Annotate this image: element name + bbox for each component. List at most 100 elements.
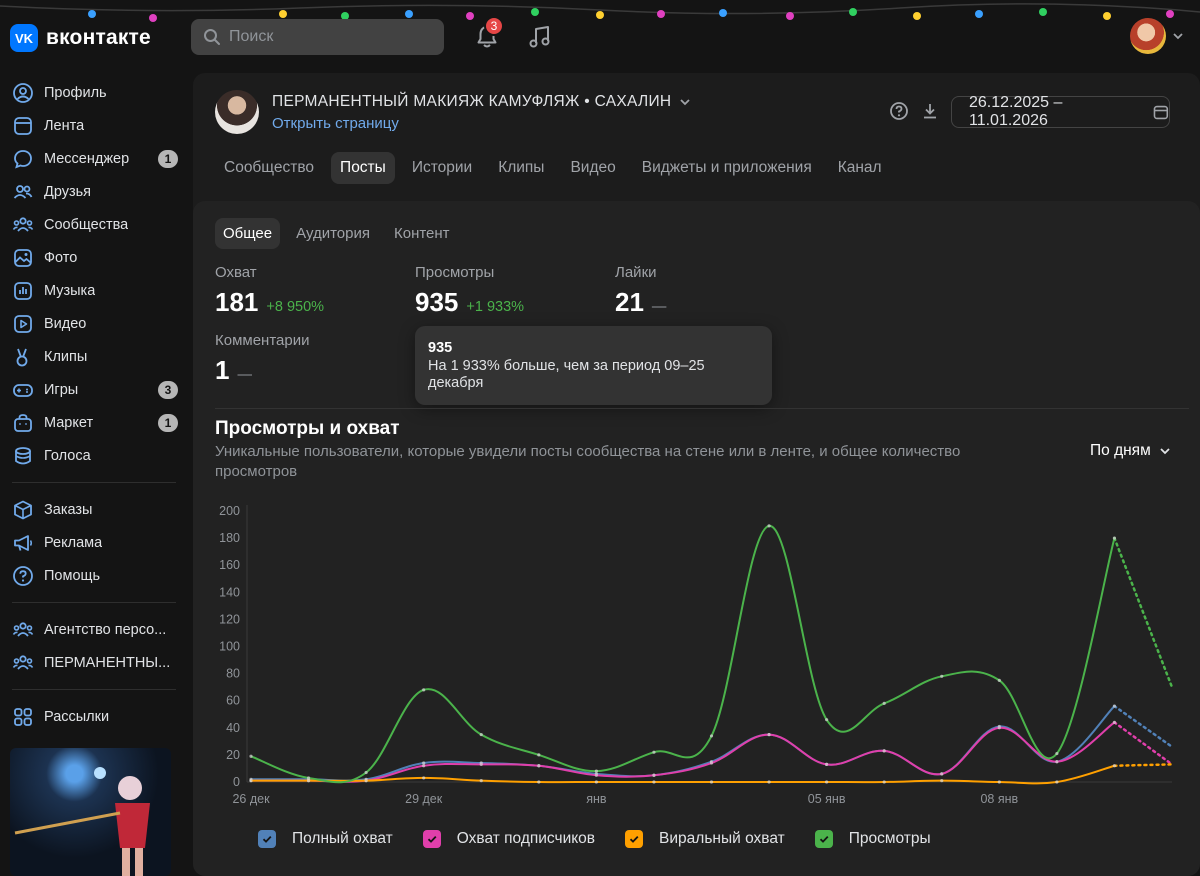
data-point[interactable]	[1112, 764, 1117, 768]
sidebar-item-friends[interactable]: Друзья	[0, 175, 190, 208]
sidebar-item-clips[interactable]: Клипы	[0, 340, 190, 373]
tab-3[interactable]: Клипы	[498, 159, 545, 176]
data-point[interactable]	[1112, 536, 1117, 540]
tab-2[interactable]: Истории	[411, 159, 473, 176]
data-point[interactable]	[364, 770, 368, 775]
data-point[interactable]	[767, 732, 771, 737]
data-point[interactable]	[767, 780, 771, 784]
sidebar-item-permanent[interactable]: ПЕРМАНЕНТНЫ...	[0, 646, 190, 679]
data-point[interactable]	[997, 726, 1001, 730]
data-point[interactable]	[1112, 704, 1117, 708]
series-line-2[interactable]	[251, 764, 1115, 785]
sidebar-item-agency[interactable]: Агентство персо...	[0, 613, 190, 646]
checkbox-checked-icon[interactable]	[814, 830, 833, 848]
data-point[interactable]	[882, 780, 886, 784]
data-point[interactable]	[537, 780, 541, 784]
data-point[interactable]	[422, 776, 426, 780]
metric-reach[interactable]: Охват 181 +8 950%	[215, 264, 324, 318]
series-forecast-line-0[interactable]	[1113, 704, 1174, 749]
sidebar-item-games[interactable]: Игры 3	[0, 373, 190, 406]
data-point[interactable]	[249, 754, 253, 758]
data-point[interactable]	[594, 780, 598, 784]
data-point[interactable]	[1112, 720, 1117, 724]
checkbox-checked-icon[interactable]	[422, 830, 441, 848]
sidebar-item-communities[interactable]: Сообщества	[0, 208, 190, 241]
period-dropdown[interactable]: По дням	[1090, 442, 1171, 460]
data-point[interactable]	[940, 772, 944, 776]
metric-views[interactable]: Просмотры 935 +1 933%	[415, 264, 524, 318]
data-point[interactable]	[479, 732, 483, 737]
data-point[interactable]	[537, 764, 541, 768]
series-line-1[interactable]	[251, 721, 1116, 783]
search-box[interactable]	[191, 19, 444, 55]
sidebar-item-ads[interactable]: Реклама	[0, 526, 190, 559]
legend-item-3[interactable]: Просмотры	[814, 830, 931, 848]
subtab-2[interactable]: Контент	[393, 225, 450, 242]
help-icon[interactable]	[889, 101, 909, 121]
series-forecast-line-3[interactable]	[1113, 536, 1174, 689]
data-point[interactable]	[940, 674, 944, 678]
user-avatar[interactable]	[1130, 18, 1166, 54]
data-point[interactable]	[1055, 780, 1059, 784]
data-point[interactable]	[422, 761, 426, 765]
data-point[interactable]	[652, 773, 656, 777]
data-point[interactable]	[249, 779, 253, 783]
series-line-3[interactable]	[250, 524, 1116, 784]
data-point[interactable]	[306, 776, 311, 780]
data-point[interactable]	[709, 761, 714, 765]
data-point[interactable]	[709, 780, 714, 784]
series-line-0[interactable]	[250, 705, 1116, 782]
sidebar-item-video[interactable]: Видео	[0, 307, 190, 340]
sidebar-item-votes[interactable]: Голоса	[0, 439, 190, 472]
download-icon[interactable]	[920, 101, 940, 121]
legend-item-2[interactable]: Виральный охват	[625, 830, 785, 848]
data-point[interactable]	[422, 764, 426, 768]
data-point[interactable]	[652, 750, 656, 754]
data-point[interactable]	[1055, 751, 1059, 756]
data-point[interactable]	[1055, 760, 1059, 764]
chevron-down-icon[interactable]	[1172, 30, 1184, 42]
data-point[interactable]	[422, 688, 426, 692]
data-point[interactable]	[479, 762, 483, 766]
sidebar-item-orders[interactable]: Заказы	[0, 493, 190, 526]
metric-likes[interactable]: Лайки 21 —	[615, 264, 666, 318]
promo-image[interactable]	[10, 748, 171, 876]
data-point[interactable]	[825, 718, 829, 722]
music-icon[interactable]	[527, 24, 553, 50]
data-point[interactable]	[594, 773, 598, 777]
data-point[interactable]	[825, 762, 829, 766]
open-page-link[interactable]: Открыть страницу	[272, 115, 399, 132]
sidebar-item-feed[interactable]: Лента	[0, 109, 190, 142]
subtab-1[interactable]: Аудитория	[296, 225, 370, 242]
sidebar-item-mailings[interactable]: Рассылки	[0, 700, 190, 733]
sidebar-item-profile[interactable]: Профиль	[0, 76, 190, 109]
data-point[interactable]	[537, 753, 541, 757]
series-forecast-line-1[interactable]	[1113, 721, 1174, 766]
data-point[interactable]	[709, 734, 714, 738]
tab-5[interactable]: Виджеты и приложения	[641, 159, 812, 176]
sidebar-item-market[interactable]: Маркет 1	[0, 406, 190, 439]
checkbox-checked-icon[interactable]	[625, 830, 644, 848]
data-point[interactable]	[306, 779, 311, 783]
data-point[interactable]	[997, 678, 1001, 682]
checkbox-checked-icon[interactable]	[258, 830, 276, 848]
data-point[interactable]	[825, 780, 829, 784]
tab-0[interactable]: Сообщество	[224, 159, 315, 176]
tab-4[interactable]: Видео	[570, 159, 616, 176]
data-point[interactable]	[652, 780, 656, 784]
data-point[interactable]	[882, 701, 886, 706]
series-forecast-line-2[interactable]	[1113, 763, 1174, 767]
sidebar-item-music[interactable]: Музыка	[0, 274, 190, 307]
data-point[interactable]	[594, 769, 598, 773]
date-range-picker[interactable]: 26.12.2025 – 11.01.2026	[951, 94, 1170, 129]
legend-item-0[interactable]: Полный охват	[258, 830, 393, 848]
search-input[interactable]	[229, 28, 429, 46]
metric-comments[interactable]: Комментарии 1 —	[215, 332, 309, 386]
data-point[interactable]	[364, 779, 368, 783]
vk-logo[interactable]: VK вконтакте	[10, 24, 151, 52]
data-point[interactable]	[479, 779, 483, 783]
views-reach-chart[interactable]: 0 20 40 60 80 100 120 140 160 180 200 26 дек 29 дек я…	[193, 490, 1200, 820]
legend-item-1[interactable]: Охват подписчиков	[422, 830, 595, 848]
data-point[interactable]	[997, 780, 1001, 784]
tab-1[interactable]: Посты	[331, 152, 395, 184]
